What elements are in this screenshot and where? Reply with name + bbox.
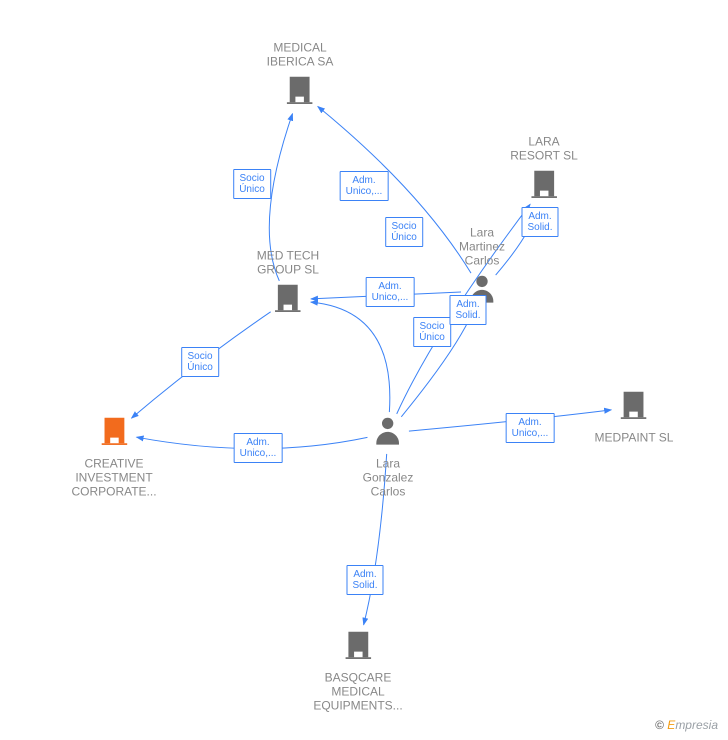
edge-label-lara_gonzalez-lara_martinez[interactable]: Adm.Solid. — [449, 295, 486, 325]
edge-label-med_tech-medical_iberica[interactable]: SocioÚnico — [233, 169, 271, 199]
network-diagram: © Empresia MEDICALIBERICA SA LARARESORT S… — [0, 0, 728, 740]
node-medpaint[interactable]: MEDPAINT SL — [595, 388, 674, 445]
node-lara_resort[interactable]: LARARESORT SL — [510, 135, 578, 206]
copyright-brand: Empresia — [667, 718, 718, 732]
edge-label-lara_gonzalez-basqcare[interactable]: Adm.Solid. — [346, 565, 383, 595]
copyright-symbol: © — [655, 718, 664, 732]
node-medical_iberica-label: MEDICALIBERICA SA — [267, 41, 334, 69]
node-medical_iberica[interactable]: MEDICALIBERICA SA — [267, 41, 334, 112]
edge-label-lara_gonzalez-lara_resort[interactable]: SocioÚnico — [413, 317, 451, 347]
node-med_tech[interactable]: MED TECHGROUP SL — [257, 249, 319, 320]
edge-label-lara_martinez-med_tech[interactable]: SocioÚnico — [385, 217, 423, 247]
edge-lara_gonzalez-med_tech — [311, 302, 390, 412]
copyright: © Empresia — [655, 718, 718, 732]
node-creative[interactable]: CREATIVEINVESTMENTCORPORATE... — [71, 414, 156, 499]
edge-label-lara_gonzalez-creative[interactable]: Adm.Unico,... — [234, 433, 283, 463]
node-creative-label: CREATIVEINVESTMENTCORPORATE... — [71, 457, 156, 499]
node-med_tech-label: MED TECHGROUP SL — [257, 249, 319, 277]
node-basqcare[interactable]: BASQCAREMEDICALEQUIPMENTS... — [313, 628, 402, 713]
edge-label-lara_martinez-medical_iberica[interactable]: Adm.Unico,... — [340, 171, 389, 201]
node-medpaint-label: MEDPAINT SL — [595, 431, 674, 445]
node-lara_gonzalez[interactable]: LaraGonzalezCarlos — [363, 414, 414, 499]
node-lara_martinez-label: LaraMartinezCarlos — [459, 226, 505, 268]
node-lara_gonzalez-label: LaraGonzalezCarlos — [363, 457, 414, 499]
edge-label-lara_gonzalez-med_tech[interactable]: Adm.Unico,... — [366, 277, 415, 307]
node-lara_resort-label: LARARESORT SL — [510, 135, 578, 163]
edge-label-lara_martinez-lara_resort[interactable]: Adm.Solid. — [521, 207, 558, 237]
node-basqcare-label: BASQCAREMEDICALEQUIPMENTS... — [313, 671, 402, 713]
edge-label-lara_gonzalez-medpaint[interactable]: Adm.Unico,... — [506, 413, 555, 443]
edge-label-med_tech-creative[interactable]: SocioÚnico — [181, 347, 219, 377]
